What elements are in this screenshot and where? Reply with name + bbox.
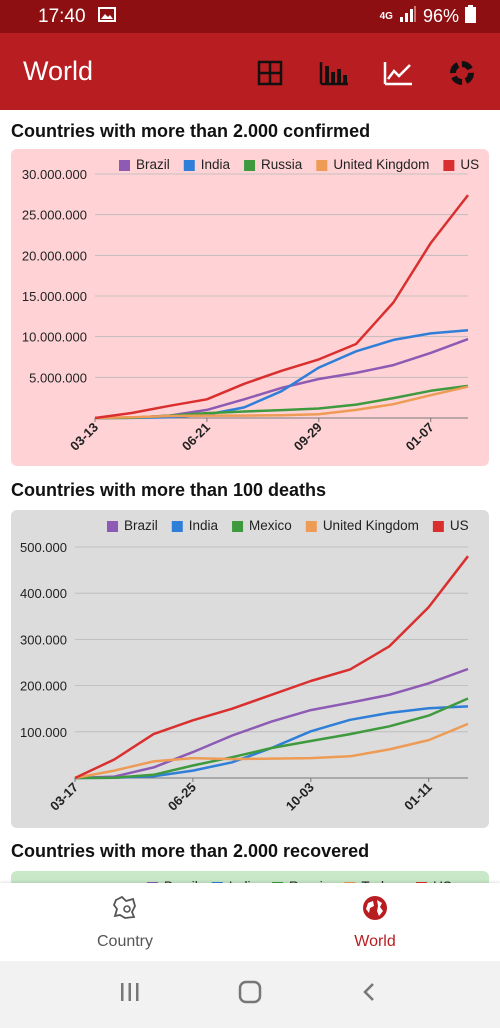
- x-tick-label: 06-21: [179, 420, 213, 454]
- legend-swatch: [183, 160, 195, 171]
- series-line-us: [74, 555, 469, 780]
- legend-label: Mexico: [249, 518, 292, 533]
- bar-chart-icon[interactable]: [314, 53, 354, 93]
- legend-label: United Kingdom: [323, 518, 419, 533]
- legend-label: Russia: [261, 157, 303, 172]
- x-tick-label: 01-07: [403, 420, 437, 454]
- legend-swatch: [107, 521, 118, 532]
- y-tick-label: 30.000.000: [22, 167, 87, 182]
- gallery-notification-icon: [97, 6, 116, 28]
- nav-country[interactable]: Country: [0, 883, 250, 961]
- battery-percent: 96%: [422, 6, 459, 26]
- nav-country-label: Country: [96, 932, 154, 950]
- recovered-chart: Brazil India Russia Turkey US: [147, 879, 452, 883]
- legend-label: United Kingdom: [333, 157, 429, 172]
- signal-icon: [399, 6, 417, 27]
- legend-swatch: [171, 521, 183, 532]
- nav-world[interactable]: World: [250, 883, 500, 961]
- legend-swatch: [305, 521, 317, 532]
- line-chart-icon[interactable]: [378, 53, 418, 93]
- nav-world-label: World: [354, 932, 396, 950]
- battery-icon: [465, 5, 476, 28]
- legend-swatch: [416, 882, 428, 883]
- page-title: World: [23, 56, 94, 86]
- series-line-mexico: [74, 697, 469, 780]
- section-title-deaths: Countries with more than 100 deaths: [11, 480, 327, 500]
- series-line-united-kingdom: [74, 722, 469, 780]
- series-line-india: [94, 328, 469, 420]
- x-tick-label: 01-11: [401, 780, 435, 814]
- legend-label: India: [201, 157, 231, 172]
- x-tick-label: 03-13: [67, 420, 101, 454]
- legend-label: US: [450, 518, 469, 533]
- x-tick-label: 09-29: [291, 420, 325, 454]
- globe-icon: [361, 894, 389, 927]
- legend-label: Russia: [289, 879, 331, 883]
- y-tick-label: 5.000.000: [29, 370, 87, 385]
- donut-chart-icon[interactable]: [442, 53, 482, 93]
- status-bar: 17:40 4G 96%: [0, 0, 500, 33]
- legend-swatch: [432, 521, 444, 532]
- network-label: 4G: [379, 11, 393, 22]
- x-tick-label: 06-25: [165, 780, 199, 814]
- legend-swatch: [119, 160, 130, 171]
- system-navigation-bar: [0, 961, 500, 1028]
- y-tick-label: 15.000.000: [22, 289, 87, 304]
- deaths-chart: 100.000 200.000 300.000 400.000 500.000 03-17…: [20, 518, 469, 814]
- recent-apps-icon[interactable]: [118, 980, 142, 1009]
- series-line-us: [94, 194, 469, 420]
- status-time: 17:40: [38, 5, 86, 27]
- section-title-confirmed: Countries with more than 2.000 confirmed: [11, 121, 371, 141]
- x-tick-label: 10-03: [283, 780, 317, 814]
- y-tick-label: 300.000: [20, 632, 67, 647]
- series-line-brazil: [74, 667, 469, 780]
- legend-swatch: [344, 882, 356, 883]
- y-tick-label: 20.000.000: [22, 248, 87, 263]
- legend-swatch: [211, 882, 223, 883]
- y-tick-label: 500.000: [20, 540, 67, 555]
- legend-swatch: [316, 160, 328, 171]
- y-tick-label: 25.000.000: [22, 208, 87, 223]
- charts-list[interactable]: Countries with more than 2.000 confirmed…: [0, 110, 500, 883]
- legend-swatch: [244, 160, 256, 171]
- legend-swatch: [147, 882, 158, 883]
- bottom-navigation: Country World: [0, 883, 500, 961]
- legend-label: India: [229, 879, 259, 883]
- back-icon[interactable]: [358, 980, 382, 1009]
- app-bar: World: [0, 33, 500, 110]
- legend-label: Brazil: [124, 518, 158, 533]
- chart-card-deaths: 100.000 200.000 300.000 400.000 500.000 03-17…: [11, 510, 489, 828]
- legend-swatch: [232, 521, 244, 532]
- map-icon: [111, 894, 139, 927]
- y-tick-label: 200.000: [20, 679, 67, 694]
- series-line-united-kingdom: [94, 385, 469, 420]
- table-icon[interactable]: [250, 53, 290, 93]
- legend-label: US: [460, 157, 479, 172]
- y-tick-label: 100.000: [20, 725, 67, 740]
- chart-card-confirmed: 5.000.000 10.000.000 15.000.000 20.000.000 2…: [11, 149, 489, 466]
- legend-label: Brazil: [164, 879, 198, 883]
- legend-label: US: [433, 879, 452, 883]
- x-tick-label: 03-17: [47, 780, 81, 814]
- legend-swatch: [272, 882, 284, 883]
- confirmed-chart: 5.000.000 10.000.000 15.000.000 20.000.000 2…: [22, 157, 479, 454]
- series-line-brazil: [94, 337, 469, 420]
- legend-label: Turkey: [361, 879, 402, 883]
- home-icon[interactable]: [237, 979, 263, 1010]
- y-tick-label: 400.000: [20, 586, 67, 601]
- legend-label: Brazil: [136, 157, 170, 172]
- legend-swatch: [443, 160, 455, 171]
- section-title-recovered: Countries with more than 2.000 recovered: [11, 841, 370, 861]
- chart-card-recovered: Brazil India Russia Turkey US: [11, 871, 489, 883]
- legend-label: India: [189, 518, 219, 533]
- y-tick-label: 10.000.000: [22, 330, 87, 345]
